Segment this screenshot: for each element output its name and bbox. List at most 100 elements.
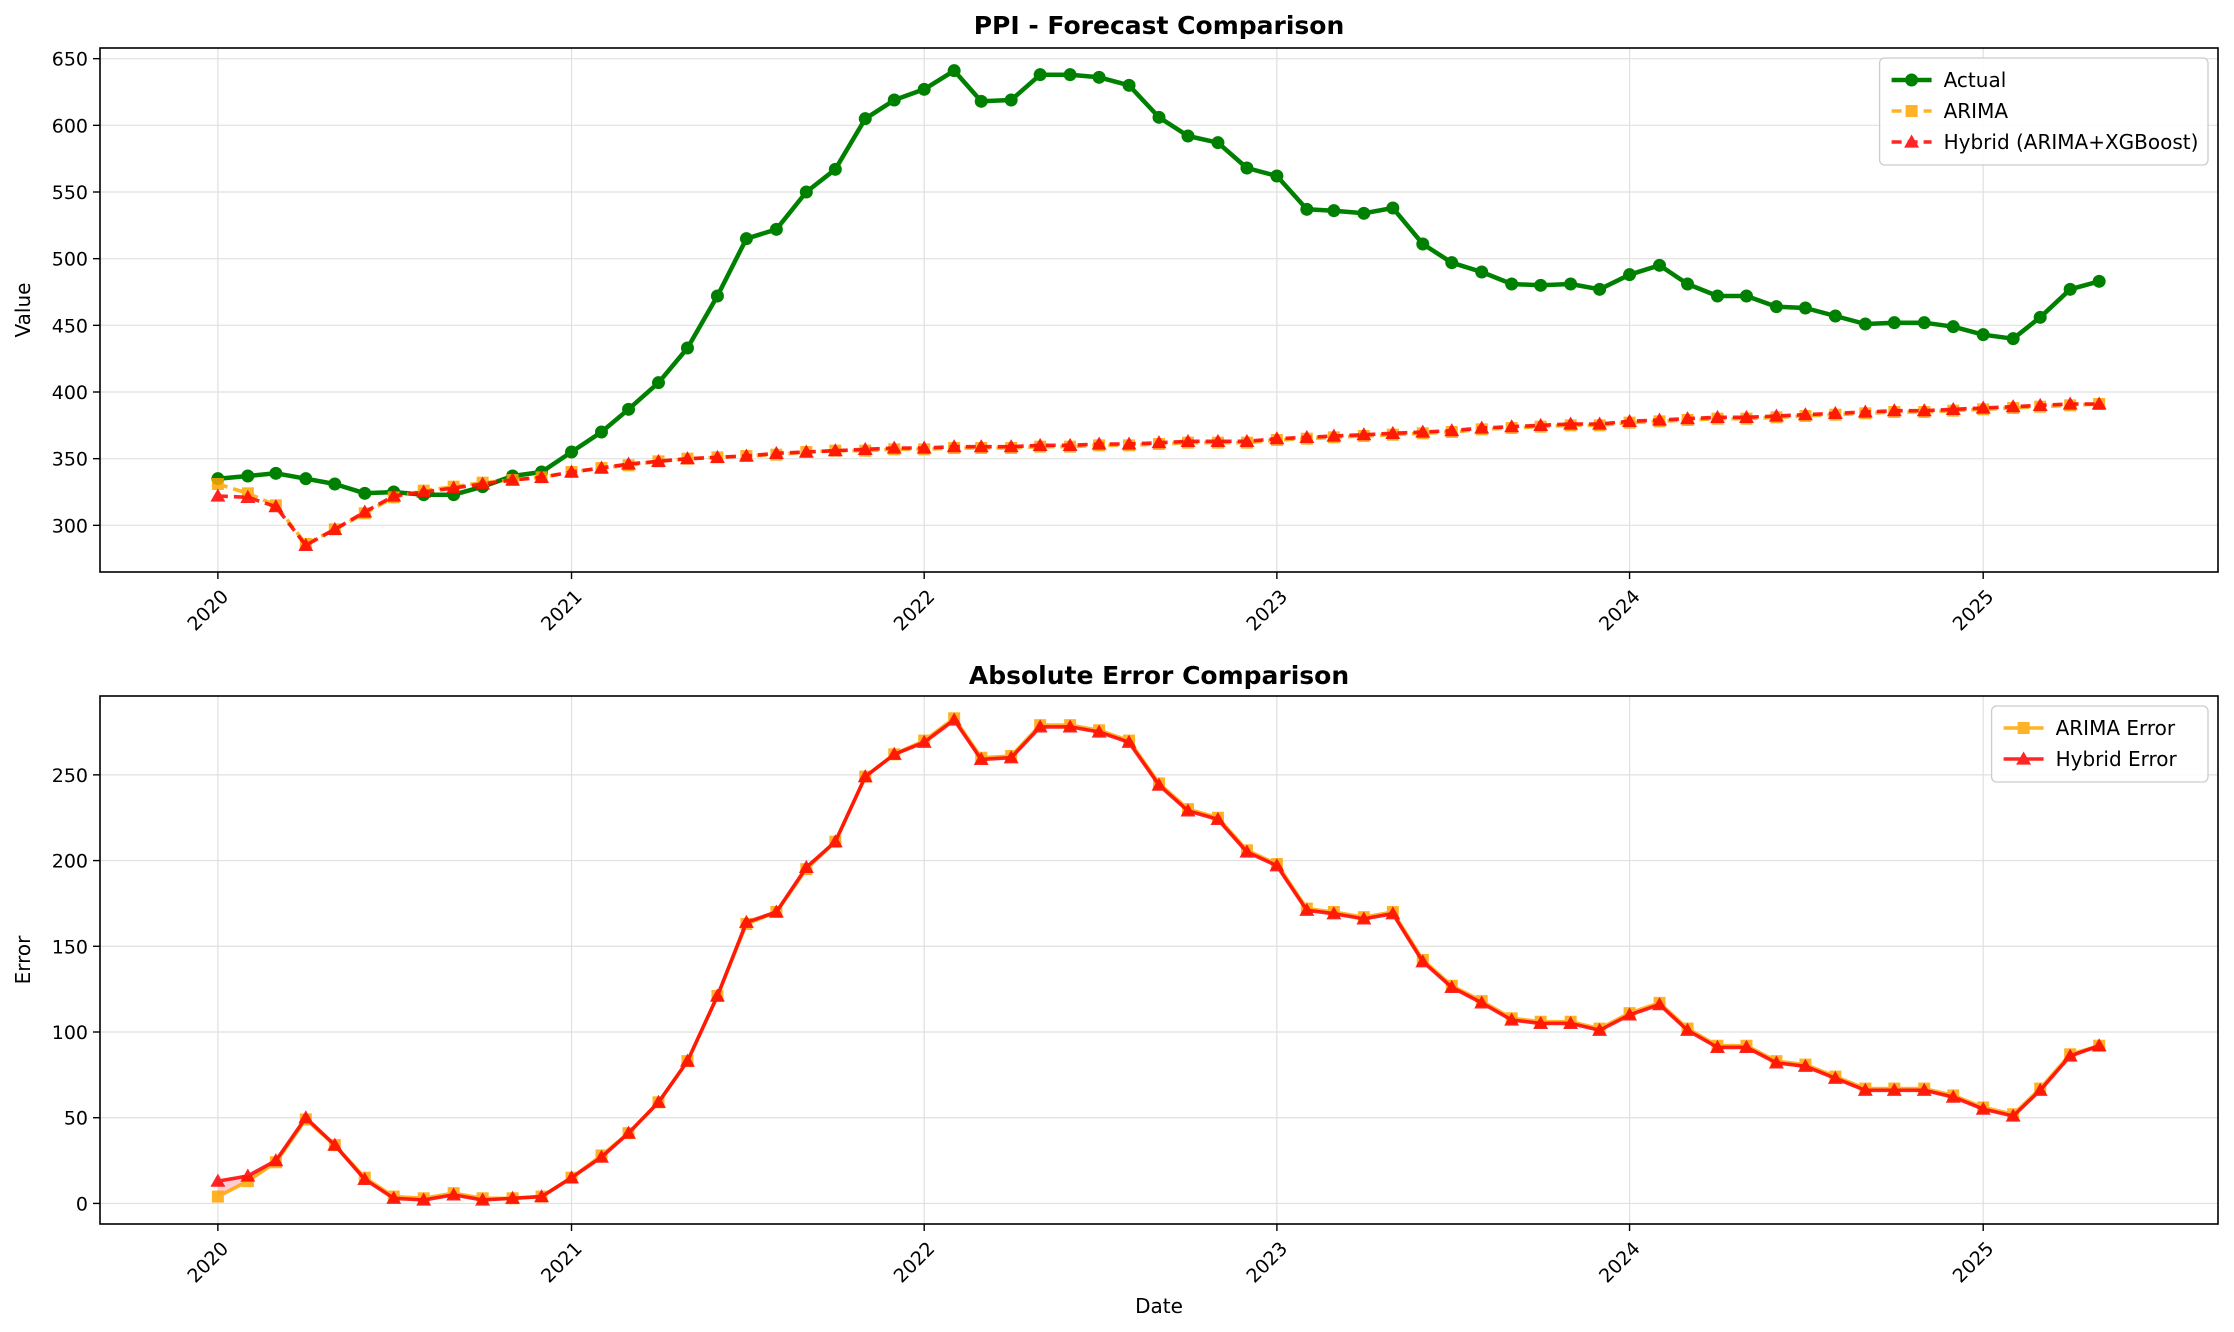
data-point [241,469,255,483]
y-tick-label: 450 [52,315,88,337]
data-point [828,162,842,176]
x-tick-label: 2022 [890,1238,940,1288]
data-point [2091,1038,2107,1052]
data-point [534,469,550,483]
series-actual [211,64,2106,502]
data-point [1475,265,1489,279]
y-tick-label: 350 [52,449,88,471]
data-point [798,444,814,458]
data-point [799,185,813,199]
legend-label: Actual [1944,68,2007,92]
data-point [505,1190,521,1204]
data-point [386,488,402,502]
data-point [1239,844,1255,858]
data-point [973,439,989,453]
data-point [827,443,843,457]
data-point [857,769,873,783]
data-point [565,445,579,459]
data-point [2005,1108,2021,1122]
data-point [1681,277,1695,291]
data-point [916,440,932,454]
x-tick-label: 2020 [183,1238,233,1288]
legend-marker [1904,134,1920,148]
data-point [1062,719,1078,733]
data-point [1975,400,1991,414]
data-point [886,746,902,760]
data-point [357,504,373,518]
data-point [1504,419,1520,433]
data-point [974,94,988,108]
data-point [1827,405,1843,419]
legend-label: ARIMA [1944,99,2009,123]
y-tick-label: 200 [52,851,88,873]
data-point [709,988,725,1002]
data-point [1121,436,1137,450]
x-ticks: 2020 2021 2022 2023 2024 2025 [183,1224,1998,1287]
data-point [621,456,637,470]
data-point [946,439,962,453]
y-tick-label: 400 [52,382,88,404]
legend-item [2003,722,2044,734]
x-tick-label: 2021 [537,586,587,636]
data-point [1063,68,1077,82]
data-point [1151,435,1167,449]
data-point [1886,403,1902,417]
data-point [709,449,725,463]
gridlines [100,48,2218,572]
data-point [210,1173,226,1187]
data-point [1356,427,1372,441]
data-point [1326,906,1342,920]
legend-item [1891,134,1932,148]
data-point [1828,309,1842,323]
data-point [1240,161,1254,175]
data-point [1151,777,1167,791]
data-point [328,477,342,491]
legend: ARIMA Error Hybrid Error [1990,705,2209,783]
data-point [680,341,694,355]
y-tick-label: 0 [76,1193,88,1215]
data-point [1356,911,1372,925]
data-point [1416,237,1430,251]
y-tick-label: 500 [52,249,88,271]
data-point [1563,1015,1579,1030]
data-point [1768,1055,1784,1069]
data-point [887,93,901,107]
data-point [798,859,814,874]
data-point [1886,1082,1902,1096]
plot-frame [99,47,2219,573]
x-tick-label: 2023 [1242,1238,1292,1288]
data-point [357,1171,373,1186]
data-point [1622,413,1638,427]
data-point [2062,396,2078,410]
data-point [1652,412,1668,426]
data-point [1386,201,1400,215]
y-tick-label: 550 [52,182,88,204]
data-point [622,402,636,416]
data-point [1474,420,1490,434]
x-tick-label: 2024 [1595,586,1645,636]
data-point [1857,1082,1873,1096]
data-point [2006,332,2020,346]
data-point [1592,416,1608,430]
legend-label: Hybrid Error [2056,747,2178,771]
y-axis-label: Error [11,935,35,985]
data-point [1239,433,1255,447]
data-point [2033,310,2047,324]
data-point [1415,954,1431,968]
plot-frame [99,695,2219,1225]
data-point [298,537,314,551]
data-point [1653,258,1667,272]
data-point [1122,78,1136,92]
chart-title: Absolute Error Comparison [969,661,1349,690]
data-point [1211,136,1225,150]
data-point [1415,424,1431,438]
data-point [269,466,283,480]
gridlines [100,696,2218,1224]
data-point [475,1192,491,1206]
data-point [1327,204,1341,218]
data-point [1945,401,1961,415]
data-point [1946,320,1960,334]
legend-item [1891,73,1932,87]
